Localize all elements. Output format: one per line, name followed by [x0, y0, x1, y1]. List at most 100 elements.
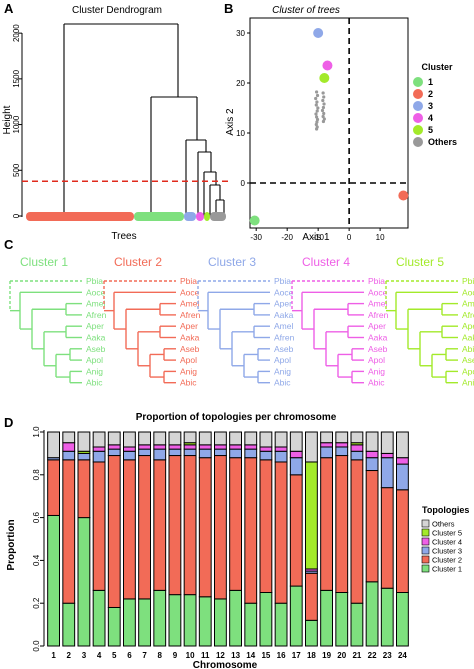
stacked-bar-segment-cluster-1 [365, 581, 379, 647]
topologies-legend-title: Topologies [422, 505, 469, 515]
cluster-tree-title: Cluster 5 [396, 255, 444, 269]
stacked-chart-x-tick-label: 20 [337, 651, 346, 660]
cluster-tree-leaf-label: Anig [368, 366, 385, 376]
dendrogram-y-tick-label: 0 [12, 213, 21, 218]
stacked-bar-segment-others [350, 431, 364, 444]
stacked-bar-segment-others [123, 431, 136, 448]
cluster-tree-leaf-label: Aaka [462, 333, 474, 343]
cluster-tree-leaf-label: Pbia [462, 276, 474, 286]
stacked-chart-x-tick-label: 15 [261, 651, 270, 660]
stacked-chart-x-tick-label: 7 [142, 651, 147, 660]
stacked-chart-y-tick-label: 1.0 [32, 426, 41, 438]
stacked-bar-segment-cluster-2 [380, 487, 394, 589]
scatter-legend-swatch [413, 89, 423, 99]
stacked-bar-segment-cluster-2 [62, 459, 76, 604]
stacked-bar-segment-cluster-3 [396, 463, 409, 491]
topologies-legend-swatch [421, 555, 430, 564]
stacked-bar-segment-cluster-2 [123, 459, 136, 600]
stacked-bar-segment-others [107, 431, 121, 446]
cluster-tree-leaf-label: Aoce [180, 287, 200, 297]
stacked-bar-segment-cluster-2 [305, 572, 318, 621]
cluster-tree-leaf-label: Amel [462, 299, 474, 309]
stacked-bar-segment-others [77, 431, 91, 452]
stacked-bar-segment-cluster-1 [47, 514, 60, 647]
stacked-chart-x-tick-label: 5 [112, 651, 117, 660]
stacked-chart-x-ticks: 1 2 3 4 5 6 7 8 9 10 11 12 13 14 15 16 17 18 19 20 21 22 23 24 [51, 651, 407, 660]
stacked-bar-segment-cluster-4 [138, 444, 151, 450]
cluster-tree-leaf-label: Pbia [86, 276, 103, 286]
stacked-bar-segment-others [62, 431, 76, 444]
cluster-tree-leaf-label: Aper [274, 299, 292, 309]
stacked-bar-segment-cluster-1 [62, 602, 76, 647]
scatter-point-cluster-others [321, 119, 326, 124]
cluster-tree-leaf-label: Apol [180, 355, 197, 365]
scatter-point-cluster-others [314, 103, 318, 107]
cluster-trees: Cluster 1PbiaAoceAmelAfrenAperAakaAsebAp… [9, 255, 474, 388]
scatter-point-cluster-others [315, 90, 319, 94]
topologies-legend-label: Cluster 3 [432, 547, 462, 556]
leaf-segment-others [210, 212, 226, 221]
stacked-chart-x-tick-label: 22 [368, 651, 377, 660]
scatter-legend: 1 2 3 4 5 Others [413, 77, 457, 147]
stacked-bar-segment-cluster-2 [138, 455, 151, 600]
leaf-segment-3 [184, 212, 196, 221]
stacked-chart-x-tick-label: 3 [82, 651, 87, 660]
stacked-bar-segment-cluster-1 [183, 594, 197, 647]
stacked-bar-segment-cluster-4 [244, 444, 258, 450]
stacked-bar-segment-cluster-4 [62, 442, 76, 452]
cluster-tree-leaf-label: Aoce [86, 287, 106, 297]
scatter-y-tick-label: 0 [241, 179, 246, 188]
cluster-tree-leaf-label: Anig [86, 366, 103, 376]
scatter-point-cluster-others [314, 122, 318, 127]
stacked-bar-segment-cluster-1 [259, 592, 273, 647]
cluster-tree-title: Cluster 4 [302, 255, 350, 269]
scatter-legend-swatch [413, 125, 423, 135]
stacked-bar-segment-others [153, 431, 167, 446]
stacked-bar-segment-cluster-3 [274, 450, 288, 463]
scatter-x-tick-label: 0 [347, 233, 352, 242]
panel-b: B Cluster of trees Axis 1 Axis 2 -30 -20-… [224, 1, 457, 243]
stacked-bar-segment-cluster-1 [380, 587, 394, 647]
stacked-bar-segment-cluster-4 [380, 452, 394, 459]
scatter-y-tick-label: 30 [236, 29, 245, 38]
cluster-tree-leaf-label: Aper [368, 321, 386, 331]
stacked-bar-segment-cluster-1 [396, 592, 409, 647]
stacked-chart-x-tick-label: 9 [173, 651, 178, 660]
panel-a-letter: A [4, 1, 14, 16]
scatter-point-cluster-3 [313, 28, 324, 38]
stacked-chart-y-tick-label: 0.2 [32, 597, 41, 609]
stacked-bar-segment-cluster-4 [335, 442, 349, 448]
scatter-point-cluster-others [315, 115, 319, 119]
stacked-bar-segment-cluster-1 [274, 602, 288, 647]
stacked-bar-segment-cluster-2 [47, 459, 60, 516]
stacked-bar-segment-others [47, 431, 60, 459]
scatter-point-cluster-others [322, 111, 326, 116]
stacked-bar-segment-others [198, 431, 212, 446]
stacked-bar-segment-cluster-1 [350, 602, 364, 647]
topologies-legend-label: Others [432, 520, 455, 529]
cluster-tree-leaf-label: Apol [462, 366, 474, 376]
topologies-legend-swatch [421, 519, 430, 528]
stacked-bar-segment-cluster-5 [305, 461, 318, 570]
stacked-bar-segment-others [92, 431, 106, 448]
stacked-chart-x-tick-label: 24 [398, 651, 407, 660]
stacked-bar-segment-cluster-2 [107, 455, 121, 608]
stacked-bar-segment-others [229, 431, 242, 446]
stacked-bar-segment-cluster-4 [214, 444, 227, 450]
stacked-bar-segment-cluster-2 [214, 455, 227, 600]
stacked-bar-segment-cluster-3 [229, 448, 242, 459]
stacked-bar-segment-cluster-3 [153, 448, 167, 461]
stacked-bar-segment-cluster-2 [92, 461, 106, 591]
cluster-tree-leaf-label: Abic [462, 344, 474, 354]
stacked-bar-segment-cluster-3 [350, 450, 364, 461]
stacked-bar-segment-cluster-3 [335, 446, 349, 457]
cluster-tree-leaf-label: Pbia [274, 276, 291, 286]
stacked-bar-segment-cluster-4 [320, 442, 333, 448]
cluster-tree-leaf-label: Amel [274, 321, 293, 331]
stacked-chart-x-tick-label: 11 [201, 651, 210, 660]
stacked-bar-segment-others [214, 431, 227, 446]
